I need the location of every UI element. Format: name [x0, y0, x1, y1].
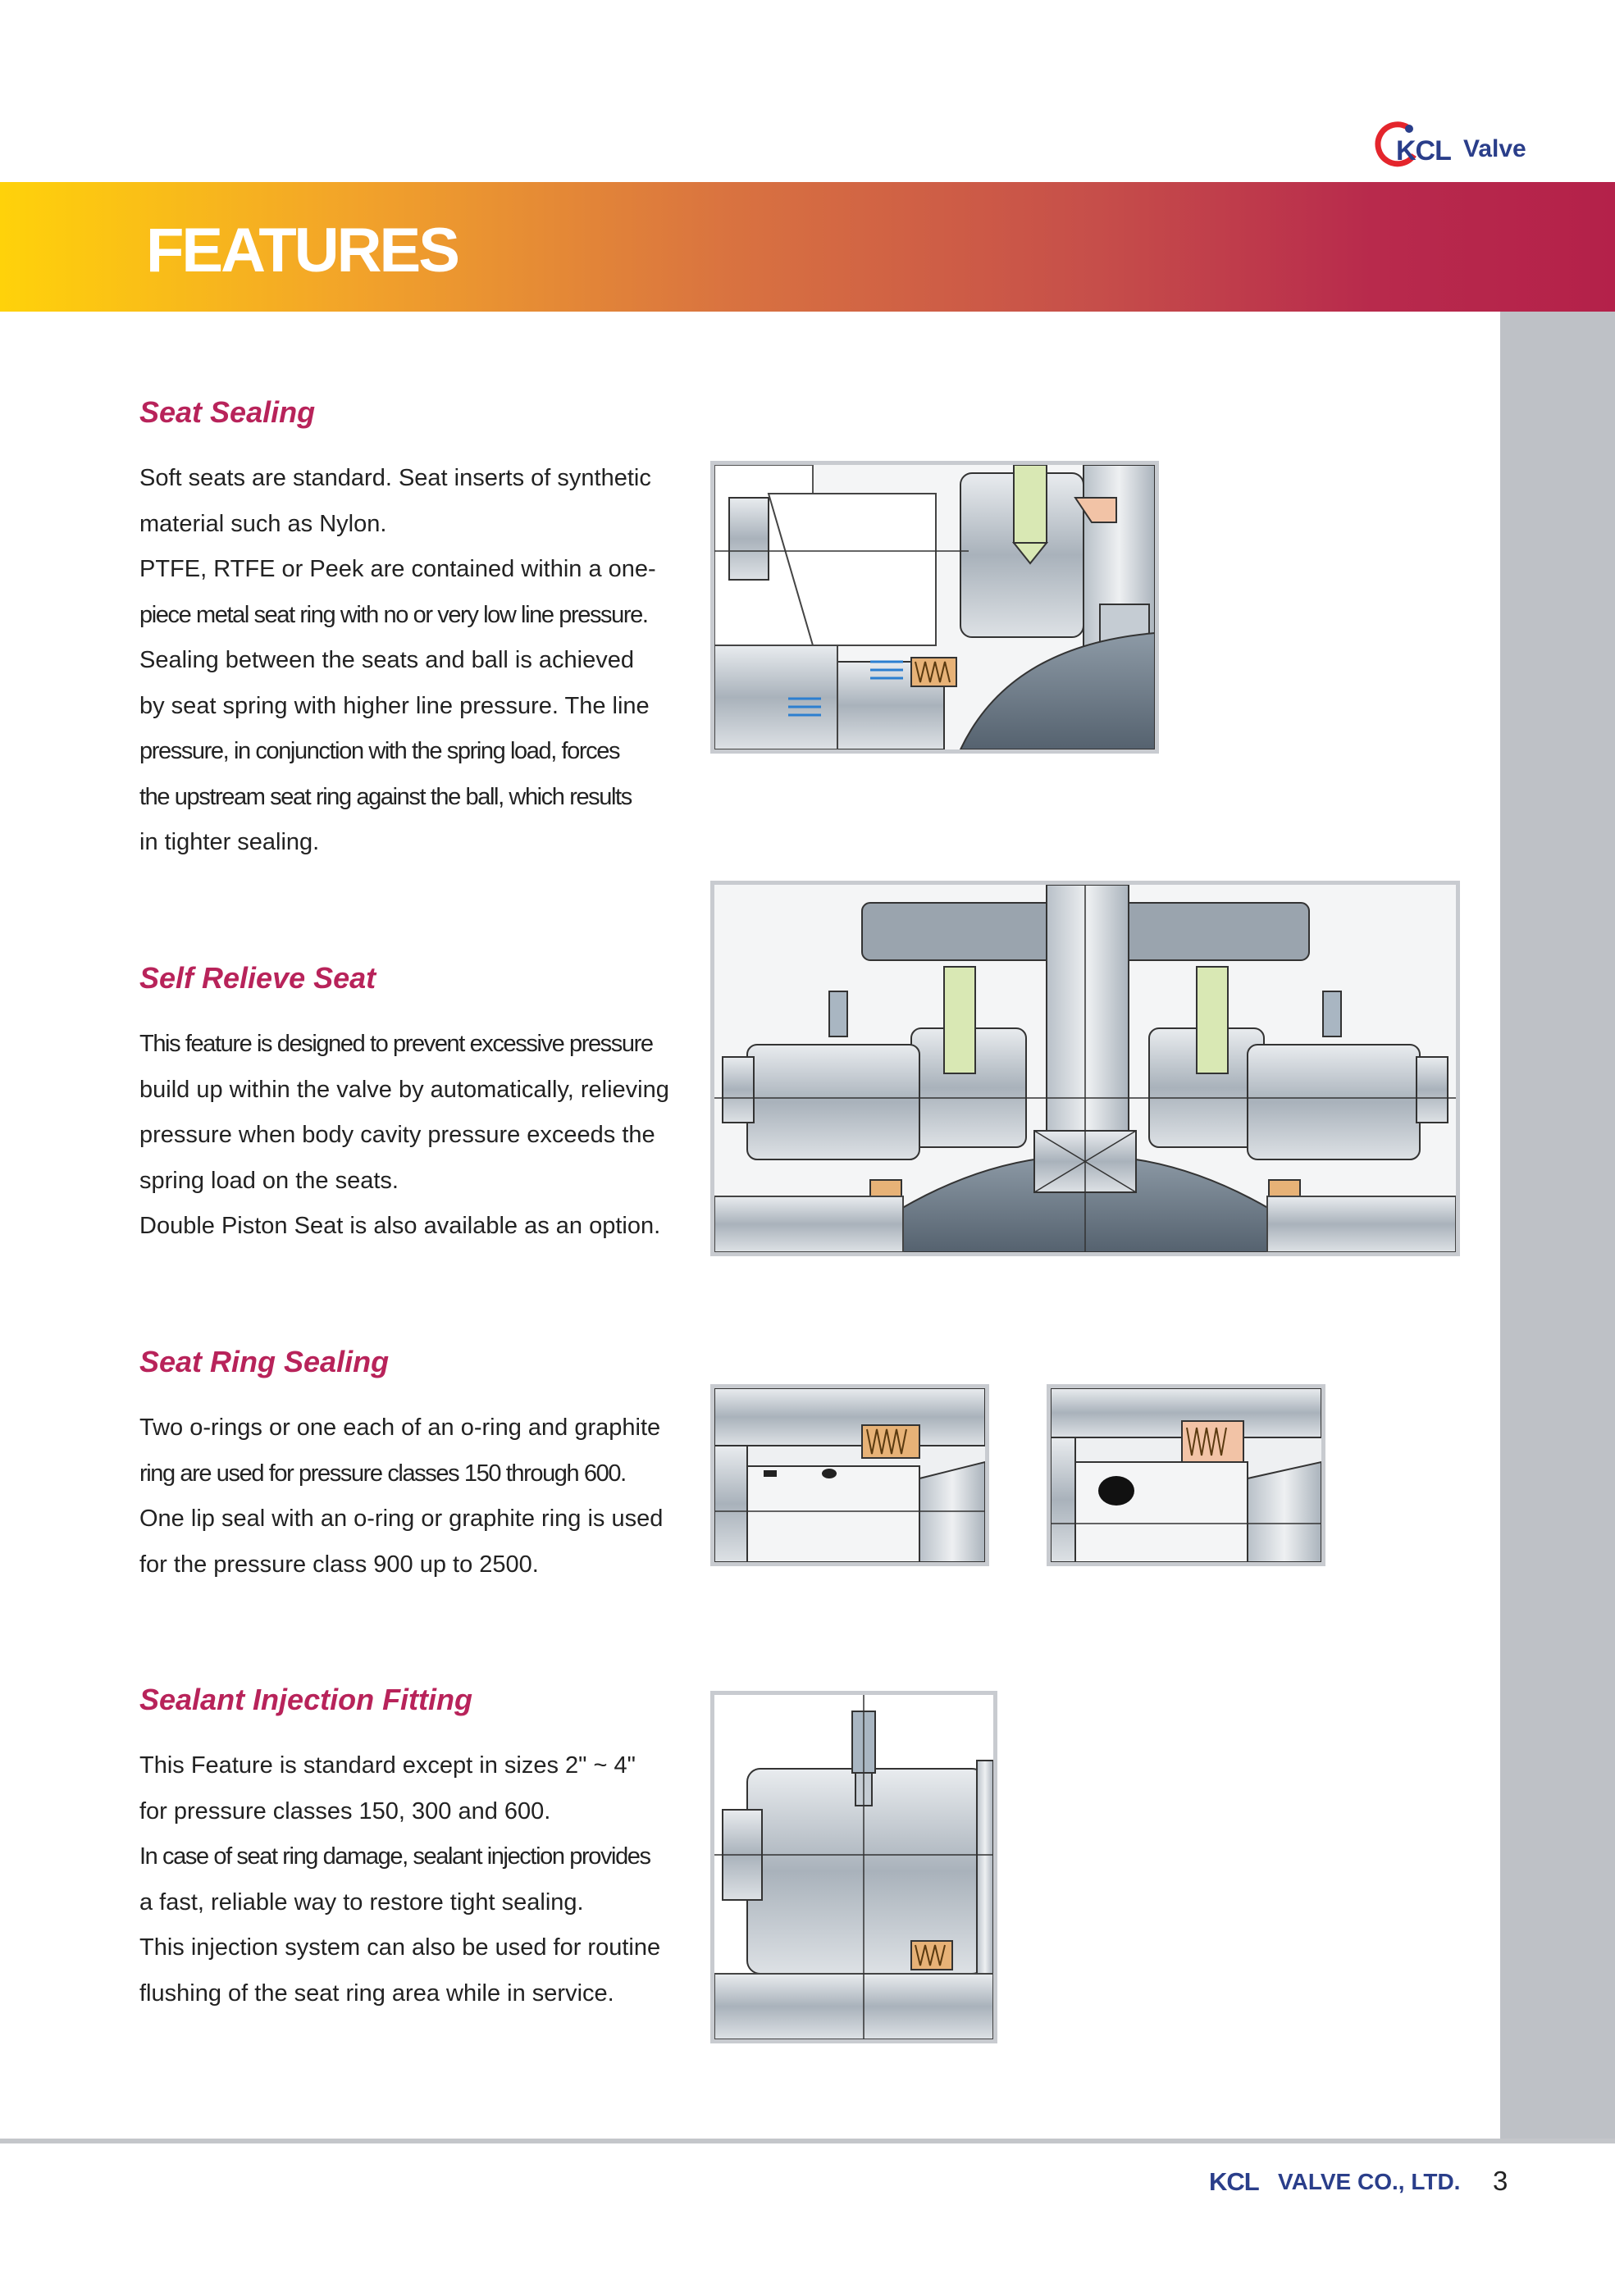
features-banner	[0, 182, 1615, 312]
text-line: piece metal seat ring with no or very lo…	[139, 601, 649, 628]
seat-ring-sealing-text: Two o-rings or one each of an o-ring and…	[139, 1405, 664, 1588]
text-line: flushing of the seat ring area while in …	[139, 1979, 614, 2007]
text-line: Two o-rings or one each of an o-ring and…	[139, 1414, 661, 1441]
footer-company-name: VALVE CO., LTD.	[1278, 2169, 1461, 2194]
page-title: FEATURES	[146, 216, 460, 285]
self-relieve-seat-heading: Self Relieve Seat	[139, 961, 376, 995]
footer-kcl-logo: KCL	[1209, 2167, 1260, 2196]
text-line: Double Piston Seat is also available as …	[139, 1213, 661, 1239]
text-line: pressure when body cavity pressure excee…	[139, 1122, 655, 1148]
text-line: the upstream seat ring against the ball,…	[139, 783, 632, 810]
text-line: spring load on the seats.	[139, 1167, 399, 1194]
seat-ring-sealing-heading: Seat Ring Sealing	[139, 1345, 390, 1378]
seat-ring-lip-seal-figure	[1047, 1384, 1325, 1566]
logo-swoosh-icon	[1375, 121, 1417, 167]
text-line: in tighter sealing.	[139, 829, 320, 855]
sealant-injection-text: This Feature is standard except in sizes…	[139, 1743, 664, 2016]
text-line: One lip seal with an o-ring or graphite …	[139, 1506, 664, 1532]
side-margin-bar	[1500, 312, 1615, 2140]
footer-divider	[0, 2139, 1615, 2143]
text-line: for the pressure class 900 up to 2500.	[139, 1551, 539, 1578]
text-line: PTFE, RTFE or Peek are contained within …	[139, 556, 656, 582]
seat-ring-o-ring-figure	[710, 1384, 989, 1566]
text-line: This feature is designed to prevent exce…	[139, 1031, 654, 1057]
self-relieve-seat-figure	[710, 881, 1460, 1256]
text-line: Soft seats are standard. Seat inserts of…	[139, 465, 651, 491]
seat-sealing-heading: Seat Sealing	[139, 395, 316, 429]
seat-sealing-figure	[710, 461, 1159, 754]
text-line: ring are used for pressure classes 150 t…	[139, 1460, 627, 1487]
text-line: This injection system can also be used f…	[139, 1934, 661, 1961]
page-number: 3	[1493, 2166, 1508, 2196]
text-line: build up within the valve by automatical…	[139, 1076, 669, 1103]
seat-sealing-text: Soft seats are standard. Seat inserts of…	[139, 456, 664, 866]
text-line: material such as Nylon.	[139, 510, 387, 537]
sealant-injection-heading: Sealant Injection Fitting	[139, 1683, 473, 1716]
sealant-injection-figure	[710, 1691, 997, 2043]
logo-kcl-text: KCL	[1396, 135, 1452, 166]
kcl-valve-logo: KCL Valve	[1371, 119, 1568, 168]
logo-valve-text: Valve	[1463, 135, 1526, 162]
text-line: by seat spring with higher line pressure…	[139, 692, 650, 719]
text-line: a fast, reliable way to restore tight se…	[139, 1888, 584, 1916]
text-line: In case of seat ring damage, sealant inj…	[139, 1843, 651, 1870]
text-line: pressure, in conjunction with the spring…	[139, 738, 621, 764]
text-line: This Feature is standard except in sizes…	[139, 1752, 636, 1779]
text-line: Sealing between the seats and ball is ac…	[139, 647, 634, 673]
text-line: for pressure classes 150, 300 and 600.	[139, 1797, 551, 1824]
self-relieve-seat-text: This feature is designed to prevent exce…	[139, 1022, 669, 1250]
